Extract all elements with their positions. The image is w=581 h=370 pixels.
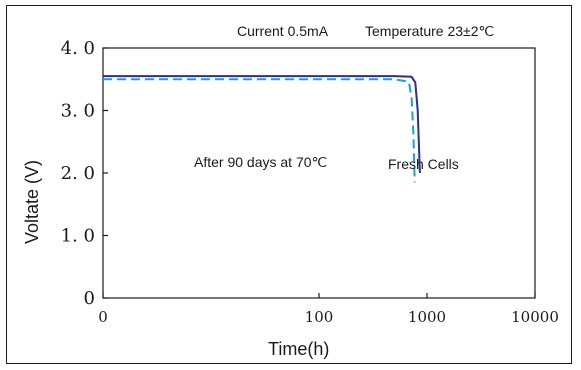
temperature-annotation: Temperature 23±2℃ xyxy=(365,23,494,39)
fresh-cells-annotation: Fresh Cells xyxy=(388,156,459,172)
x-axis-title: Time(h) xyxy=(268,339,329,359)
plot-area-border xyxy=(102,47,536,299)
x-tick-label: 0 xyxy=(98,308,108,326)
y-tick-label: 3. 0 xyxy=(61,101,95,122)
x-tick-label: 1000 xyxy=(408,308,446,326)
y-axis-title: Voltate (V) xyxy=(22,160,42,244)
aged-cells-line xyxy=(103,78,416,183)
x-tick-label: 100 xyxy=(305,308,334,326)
y-tick-label: 0 xyxy=(84,288,95,309)
fresh-cells-line xyxy=(103,75,421,174)
series-lines xyxy=(103,75,421,183)
current-annotation: Current 0.5mA xyxy=(237,23,329,39)
x-tick-label: 10000 xyxy=(511,308,559,326)
chart-frame xyxy=(6,5,572,364)
y-tick-label: 2. 0 xyxy=(61,163,95,184)
labels: Current 0.5mA Temperature 23±2℃ After 90… xyxy=(22,23,494,359)
y-tick-label: 1. 0 xyxy=(61,226,95,247)
axes xyxy=(102,47,536,299)
ticks: 0 1. 0 2. 0 3. 0 4. 0 0 100 1000 10000 xyxy=(61,38,559,326)
aged-cells-annotation: After 90 days at 70℃ xyxy=(194,154,327,170)
y-tick-label: 4. 0 xyxy=(61,38,95,59)
